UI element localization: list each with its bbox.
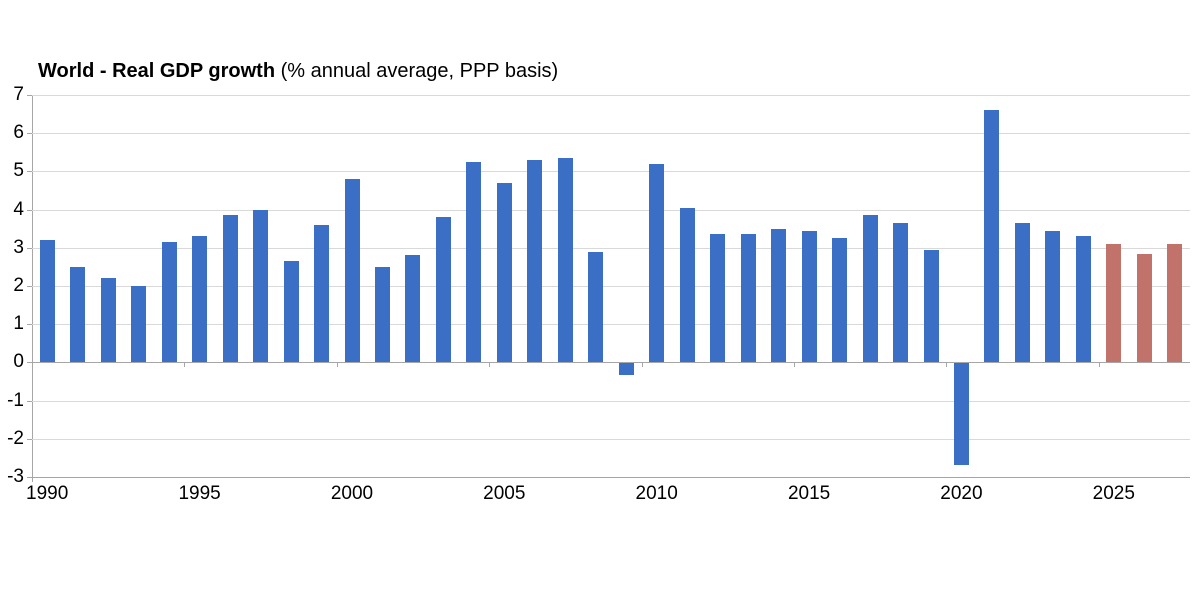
y-tick-label-0: 0	[13, 351, 24, 373]
bar-1990	[39, 240, 55, 363]
gridline-y6	[32, 133, 1190, 135]
bar-2010	[649, 163, 665, 363]
chart-title: World - Real GDP growth (% annual averag…	[38, 60, 558, 83]
gridline-y4	[32, 209, 1190, 211]
bar-2009	[618, 363, 634, 375]
y-tick-label-2: 2	[13, 275, 24, 296]
bar-1994	[161, 242, 177, 363]
bar-2021	[984, 110, 1000, 363]
bar-2006	[527, 159, 543, 363]
gridline-y7	[32, 95, 1190, 96]
y-tick-label-4: 4	[13, 198, 24, 220]
bar-1998	[283, 261, 299, 363]
bar-2012	[710, 234, 726, 363]
x-tick-label-2005: 2005	[483, 483, 526, 504]
x-axis-labels: 1990 1995 2000 2005 2010 2015 2020 2025	[26, 483, 1190, 505]
x-tick-label-2025: 2025	[1092, 483, 1135, 504]
y-tick-mark--2	[27, 438, 32, 440]
bar-1991	[70, 266, 86, 363]
bar-1997	[253, 209, 269, 363]
bar-2027-forecast	[1167, 244, 1183, 363]
x-tick-mark-20	[641, 363, 643, 368]
bar-2002	[405, 255, 421, 363]
y-tick-mark-6	[27, 133, 32, 135]
x-tick-label-1990: 1990	[26, 483, 69, 504]
x-tick-mark-15	[489, 363, 491, 368]
bar-2008	[588, 251, 604, 363]
y-tick-label-6: 6	[13, 122, 24, 144]
x-tick-label-2020: 2020	[940, 483, 983, 504]
bar-1995	[192, 236, 208, 363]
gridline-y0	[32, 362, 1190, 364]
x-tick-label-2015: 2015	[787, 483, 831, 504]
x-tick-label-2010: 2010	[635, 483, 678, 504]
y-tick-mark-0	[27, 362, 32, 364]
x-tick-mark-10	[336, 363, 338, 368]
gridline-y1	[32, 324, 1190, 326]
gridline-y-1	[32, 400, 1190, 402]
y-tick-label--2: -2	[7, 427, 24, 449]
bar-2005	[496, 182, 512, 363]
x-tick-mark-25	[793, 363, 795, 368]
y-tick-mark-1	[27, 324, 32, 326]
plot-area	[32, 95, 1190, 478]
x-tick-mark-0	[32, 363, 33, 368]
y-tick-label-7: 7	[13, 84, 24, 105]
y-tick-label--1: -1	[7, 389, 24, 411]
y-tick-mark-7	[27, 95, 32, 96]
y-tick-label--3: -3	[7, 466, 24, 487]
x-tick-label-1995: 1995	[178, 483, 221, 504]
bar-1996	[222, 215, 238, 363]
chart-title-subtitle: (% annual average, PPP basis)	[275, 60, 559, 82]
bar-2015	[801, 230, 817, 363]
bar-2007	[557, 158, 573, 363]
y-axis-line	[32, 95, 33, 482]
y-tick-mark-2	[27, 286, 32, 287]
x-tick-label-2000: 2000	[330, 483, 374, 504]
gridline-y5	[32, 171, 1190, 173]
y-tick-label-5: 5	[13, 160, 24, 182]
bar-2022	[1014, 223, 1030, 363]
gridline-y-2	[32, 438, 1190, 440]
y-axis-labels: 7 6 5 4 3 2 1 0 -1 -2 -3	[0, 84, 24, 487]
y-tick-mark--1	[27, 400, 32, 402]
bar-1999	[314, 224, 329, 363]
y-tick-mark-3	[27, 247, 32, 249]
bar-2017	[862, 215, 878, 363]
chart-title-main: World - Real GDP growth	[38, 60, 276, 82]
bar-2024	[1075, 236, 1091, 363]
bar-2016	[832, 238, 848, 363]
bar-2014	[771, 228, 787, 363]
bar-2018	[893, 223, 908, 363]
y-tick-mark-5	[27, 171, 32, 173]
bar-1992	[100, 278, 116, 363]
gridline-y-3	[32, 477, 1190, 478]
bar-2011	[679, 207, 695, 363]
bar-2019	[923, 249, 939, 363]
y-tick-mark-4	[27, 209, 32, 211]
y-tick-label-1: 1	[13, 313, 24, 335]
bar-2020	[953, 363, 969, 465]
bar-2001	[374, 266, 390, 363]
gridline-y2	[32, 286, 1190, 287]
bar-2026-forecast	[1136, 253, 1152, 363]
bar-2000	[344, 179, 360, 363]
x-tick-mark-35	[1098, 363, 1100, 368]
bar-2025-forecast	[1106, 244, 1122, 363]
bar-2003	[435, 217, 451, 363]
x-tick-mark-5	[184, 363, 186, 368]
bar-2023	[1045, 230, 1061, 363]
x-tick-mark-30	[946, 363, 948, 368]
y-tick-label-3: 3	[13, 236, 24, 258]
y-tick-mark--3	[27, 477, 32, 478]
bar-1993	[131, 286, 147, 363]
bar-2004	[466, 161, 482, 363]
gridline-y3	[32, 247, 1190, 249]
bar-2013	[740, 234, 756, 363]
